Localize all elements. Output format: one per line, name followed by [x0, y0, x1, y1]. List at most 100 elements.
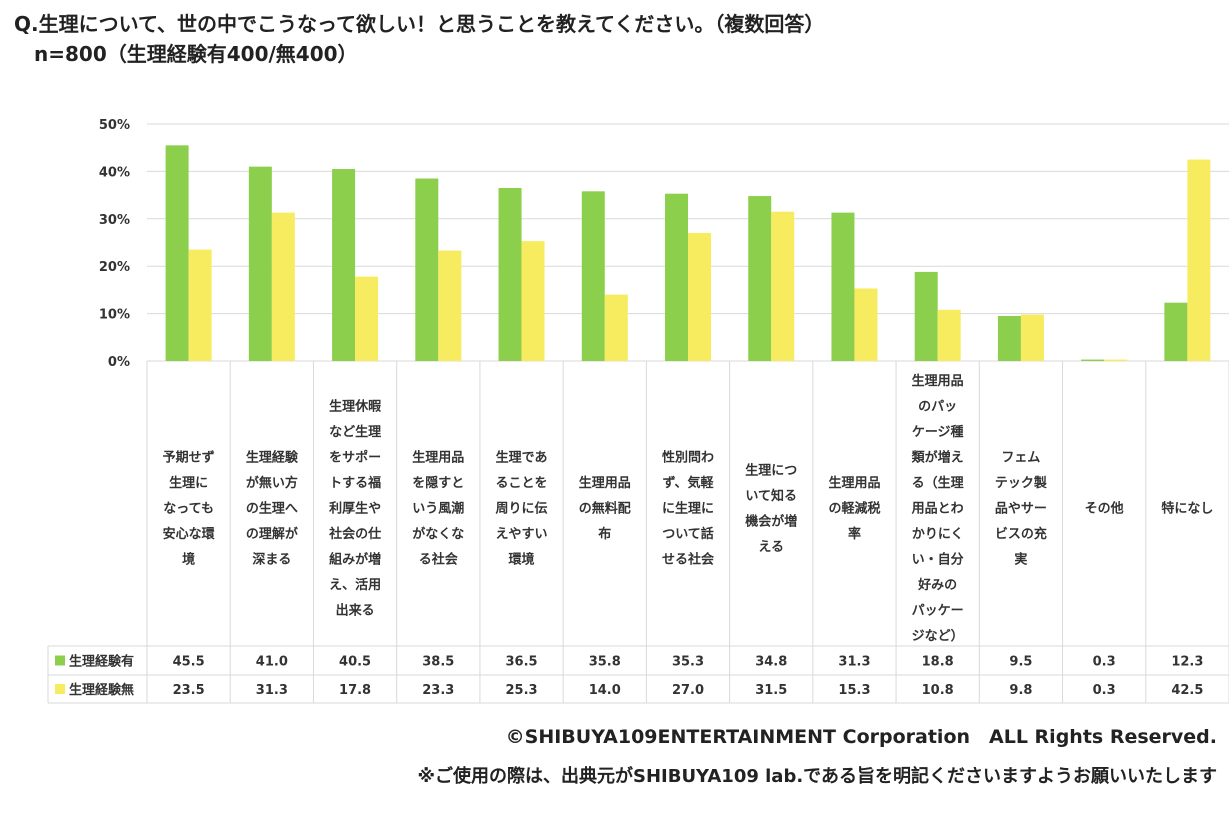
category-label: 実	[1014, 552, 1027, 568]
data-label: 0.3	[1093, 683, 1116, 698]
data-label: 35.3	[672, 655, 704, 670]
data-label: 10.8	[922, 683, 954, 698]
bar	[831, 212, 855, 361]
bar	[165, 145, 189, 361]
category-label: る（生理	[912, 475, 964, 491]
data-label: 31.3	[838, 655, 870, 670]
category-label: 環境	[509, 552, 535, 568]
category-label: 利厚生や	[329, 501, 381, 517]
category-label: 機会が増	[745, 513, 797, 529]
data-label: 9.8	[1009, 683, 1032, 698]
bar	[854, 288, 878, 361]
category-label: のパッ	[918, 400, 957, 415]
y-tick-label: 20%	[99, 260, 130, 275]
category-label: ビスの充	[995, 526, 1047, 542]
category-label: 生理休暇	[329, 399, 381, 415]
category-label: せる社会	[662, 552, 715, 568]
category-label: い・自分	[912, 552, 964, 568]
category-label: 生理につ	[745, 462, 797, 478]
bar	[521, 241, 545, 361]
bar	[581, 191, 605, 361]
category-label: 品やサー	[995, 502, 1047, 517]
data-label: 17.8	[339, 683, 371, 698]
bar	[771, 211, 795, 361]
category-label: など生理	[329, 424, 381, 440]
y-tick-label: 50%	[99, 118, 130, 133]
bar	[271, 212, 295, 361]
category-label: なっても	[163, 502, 214, 517]
data-label: 40.5	[339, 655, 371, 670]
category-label: えやすい	[496, 527, 548, 542]
category-label: 社会の仕	[328, 526, 381, 542]
category-label: をサポー	[329, 450, 381, 466]
bar	[248, 166, 272, 361]
data-label: 0.3	[1093, 655, 1116, 670]
bar	[665, 193, 688, 361]
category-label: ず、気軽	[662, 475, 714, 491]
bar	[332, 169, 356, 361]
category-label: いて知る	[745, 488, 797, 504]
category-label: え、活用	[329, 577, 381, 593]
bar	[1164, 302, 1188, 361]
category-label: の理解が	[246, 526, 298, 542]
bar	[438, 250, 462, 361]
category-label: その他	[1085, 501, 1124, 517]
category-label: に生理に	[662, 501, 714, 517]
bar	[1104, 359, 1128, 361]
data-label: 36.5	[505, 655, 537, 670]
y-tick-label: 10%	[99, 308, 130, 323]
category-label: 用品とわ	[911, 502, 964, 517]
category-label: 生理用品	[412, 450, 464, 466]
y-tick-label: 30%	[99, 213, 130, 228]
data-label: 35.8	[589, 655, 621, 670]
category-label: ることを	[496, 476, 548, 491]
category-label: 生理経験	[246, 450, 299, 466]
data-label: 23.3	[422, 683, 454, 698]
category-label: 類が増え	[911, 450, 964, 466]
bar	[914, 271, 938, 361]
category-label: 深まる	[252, 552, 291, 568]
data-label: 9.5	[1009, 655, 1032, 670]
bar	[1081, 359, 1105, 361]
category-label: 周りに伝	[496, 501, 548, 517]
bar	[188, 249, 212, 361]
category-label: 布	[598, 526, 611, 542]
data-label: 12.3	[1171, 655, 1203, 670]
category-label: 安心な環	[163, 526, 216, 542]
legend-label: 生理経験無	[69, 682, 134, 698]
usage-note: ※ご使用の際は、出典元がSHIBUYA109 lab.である旨を明記くださいます…	[417, 766, 1218, 787]
category-label: トする福	[329, 475, 381, 491]
data-label: 45.5	[173, 655, 205, 670]
category-label: がなくな	[412, 526, 464, 542]
bar	[415, 178, 439, 361]
category-label: える	[758, 540, 784, 555]
bar	[748, 196, 772, 361]
y-tick-label: 40%	[99, 165, 130, 180]
category-label: 組みが増	[329, 552, 381, 568]
data-label: 31.3	[256, 683, 288, 698]
data-label: 38.5	[422, 655, 454, 670]
category-label: ついて話	[662, 526, 714, 542]
bar	[1020, 314, 1044, 361]
category-label: の生理へ	[246, 501, 298, 517]
data-label: 42.5	[1171, 683, 1203, 698]
data-label: 23.5	[173, 683, 205, 698]
category-label: る社会	[419, 552, 459, 568]
data-label: 14.0	[589, 683, 621, 698]
category-label: ケージ種	[912, 424, 964, 440]
data-label: 41.0	[256, 655, 288, 670]
category-label: の無料配	[579, 501, 631, 517]
legend-swatch	[55, 684, 65, 694]
category-label: かりにく	[912, 527, 964, 542]
category-label: 生理であ	[496, 450, 548, 466]
chart-title: Q.生理について、世の中でこうなって欲しい！と思うことを教えてください。（複数回…	[14, 12, 825, 36]
y-tick-label: 0%	[108, 355, 130, 370]
data-label: 27.0	[672, 683, 704, 698]
data-label: 15.3	[838, 683, 870, 698]
category-label: パッケー	[912, 604, 964, 619]
category-label: ジなど）	[912, 628, 964, 644]
bar	[1187, 159, 1211, 361]
legend-swatch	[55, 655, 65, 666]
bar	[688, 233, 711, 361]
